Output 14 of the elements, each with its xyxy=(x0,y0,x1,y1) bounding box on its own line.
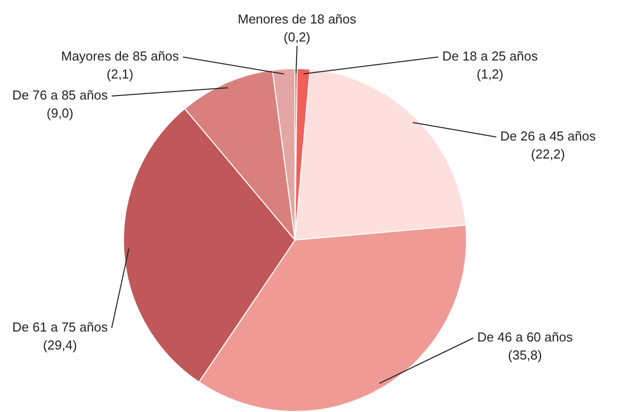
data-label: (9,0) xyxy=(46,106,74,121)
data-label: (35,8) xyxy=(508,348,542,363)
slice-label: De 76 a 85 años xyxy=(12,88,108,103)
data-label: (1,2) xyxy=(476,66,504,82)
slice-label: Mayores de 85 años xyxy=(61,48,180,64)
slice-label: De 18 a 25 años xyxy=(442,48,538,64)
slice-label: De 26 a 45 años xyxy=(500,128,596,144)
data-label: (0,2) xyxy=(284,30,310,45)
data-label: (22,2) xyxy=(531,146,565,162)
data-label: (2,1) xyxy=(106,66,134,82)
slice-label: De 46 a 60 años xyxy=(477,330,574,345)
data-label: (29,4) xyxy=(43,338,77,353)
slice-label: De 61 a 75 años xyxy=(12,320,108,335)
slice-label: Menores de 18 años xyxy=(238,12,357,27)
